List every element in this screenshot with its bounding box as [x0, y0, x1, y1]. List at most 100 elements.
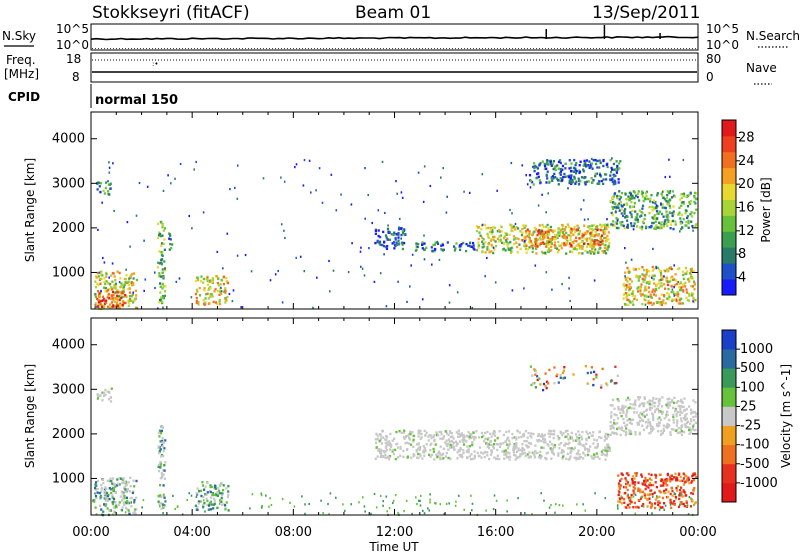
- power-cell: [161, 282, 164, 286]
- velocity-cell: [429, 448, 432, 452]
- power-cell: [523, 287, 525, 290]
- power-cell: [154, 286, 156, 290]
- power-cell: [610, 178, 613, 182]
- velocity-cell: [659, 473, 662, 476]
- power-cell: [684, 266, 687, 270]
- power-cell: [510, 161, 513, 165]
- velocity-cell: [103, 488, 106, 492]
- velocity-cell: [683, 504, 686, 508]
- velocity-cell: [512, 446, 515, 450]
- power-cell: [94, 302, 97, 305]
- power-cell: [692, 280, 696, 283]
- velocity-cell: [415, 496, 417, 499]
- power-cell: [195, 160, 197, 164]
- velocity-cell: [551, 447, 555, 451]
- velocity-cell: [642, 483, 645, 486]
- velocity-cell: [669, 480, 672, 483]
- velocity-cell: [680, 419, 683, 423]
- velocity-cell: [664, 480, 667, 483]
- velocity-cell: [678, 492, 682, 495]
- velocity-cell: [110, 491, 113, 495]
- power-cell: [608, 241, 611, 245]
- velocity-cell: [462, 449, 465, 452]
- power-cell: [647, 280, 650, 284]
- power-cell: [635, 274, 638, 277]
- power-cell: [376, 239, 379, 243]
- power-cell: [598, 247, 601, 251]
- velocity-cell: [227, 509, 230, 512]
- power-cell: [681, 193, 684, 196]
- power-cell: [582, 199, 585, 202]
- velocity-cell: [674, 476, 677, 479]
- power-cell: [468, 191, 471, 194]
- velocity-cell: [445, 451, 448, 455]
- velocity-cell: [600, 384, 603, 387]
- power-cell: [236, 164, 239, 167]
- velocity-cell: [620, 414, 623, 418]
- velocity-cell: [445, 502, 448, 505]
- velocity-cell: [503, 457, 506, 460]
- velocity-cell: [652, 401, 655, 405]
- velocity-cell: [575, 456, 578, 459]
- power-cell: [691, 224, 694, 228]
- power-cell: [482, 242, 485, 246]
- power-cell: [398, 226, 401, 229]
- power-cell: [647, 269, 651, 273]
- velocity-cell: [679, 407, 682, 411]
- velocity-cell: [382, 500, 384, 503]
- velocity-cell: [682, 477, 685, 480]
- power-cell: [682, 218, 685, 221]
- velocity-cell: [515, 441, 518, 445]
- velocity-cell: [444, 430, 447, 433]
- power-cell: [106, 296, 109, 299]
- power-cell: [631, 294, 634, 297]
- velocity-cell: [626, 419, 629, 422]
- power-cell: [586, 245, 589, 249]
- power-colorbar-tick-label: 8: [738, 247, 746, 262]
- power-cell: [130, 299, 133, 302]
- power-cell: [423, 258, 426, 261]
- velocity-cell: [539, 450, 542, 454]
- power-cell: [673, 284, 676, 287]
- power-cell: [677, 280, 679, 284]
- velocity-cell: [397, 456, 400, 459]
- velocity-cell: [124, 511, 127, 514]
- power-cell: [669, 175, 671, 178]
- velocity-cell: [516, 429, 519, 432]
- velocity-cell: [693, 502, 696, 505]
- power-cell: [635, 194, 638, 197]
- power-cell: [226, 232, 229, 235]
- power-cell: [646, 301, 649, 305]
- velocity-cell: [133, 501, 136, 504]
- power-cell: [599, 228, 602, 232]
- velocity-cell: [660, 429, 663, 433]
- power-cell: [680, 193, 683, 196]
- power-cell: [108, 171, 111, 174]
- power-cell: [586, 230, 589, 233]
- power-cell: [188, 214, 191, 218]
- power-cell: [397, 231, 400, 235]
- velocity-cell: [548, 435, 551, 438]
- power-cell: [492, 238, 495, 242]
- power-cell: [154, 271, 156, 274]
- velocity-cell: [669, 431, 672, 434]
- power-cell: [648, 275, 651, 278]
- velocity-cell: [419, 454, 422, 458]
- power-cell: [485, 227, 488, 230]
- power-cell: [582, 170, 585, 173]
- power-cell: [496, 189, 498, 192]
- power-cell: [656, 212, 659, 215]
- velocity-cell: [108, 487, 111, 490]
- power-cell: [557, 227, 560, 230]
- velocity-cell: [673, 476, 676, 479]
- velocity-cell: [411, 431, 414, 434]
- velocity-cell: [643, 494, 646, 497]
- velocity-cell: [265, 494, 267, 497]
- velocity-cell: [654, 401, 657, 405]
- velocity-cell: [647, 493, 650, 497]
- velocity-cell: [486, 454, 489, 457]
- velocity-cell: [508, 444, 511, 447]
- velocity-cell: [406, 455, 410, 458]
- velocity-cell: [548, 368, 551, 372]
- velocity-cell: [695, 412, 698, 415]
